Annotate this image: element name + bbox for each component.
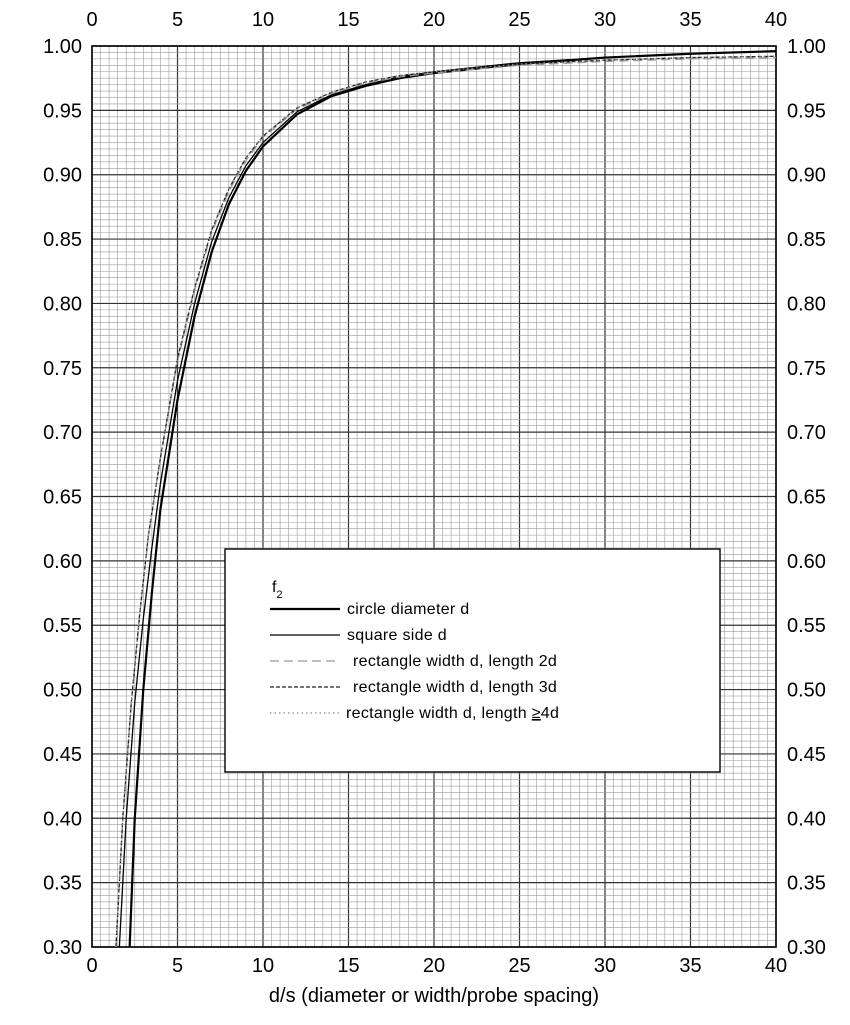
- y-tick-label-left: 0.55: [43, 615, 82, 637]
- x-tick-label-top: 15: [337, 9, 359, 31]
- legend: f2 circle diameter d square side d rectangl…: [224, 548, 721, 773]
- x-tick-label-bottom: 40: [765, 955, 787, 977]
- x-tick-label-bottom: 5: [172, 955, 183, 977]
- x-tick-label-top: 5: [172, 9, 183, 31]
- y-tick-label-right: 0.85: [787, 229, 826, 251]
- y-tick-label-right: 0.90: [787, 165, 826, 187]
- y-tick-label-right: 0.65: [787, 487, 826, 509]
- x-tick-label-top: 10: [252, 9, 274, 31]
- y-tick-label-left: 0.30: [43, 937, 82, 959]
- series-line-3: [115, 56, 776, 947]
- legend-box: [224, 548, 721, 773]
- y-tick-label-left: 0.60: [43, 551, 82, 573]
- y-tick-label-right: 0.95: [787, 100, 826, 122]
- y-tick-label-left: 0.50: [43, 680, 82, 702]
- y-tick-label-right: 0.55: [787, 615, 826, 637]
- legend-label-1: circle diameter d: [347, 601, 469, 618]
- y-tick-label-right: 0.70: [787, 422, 826, 444]
- x-tick-label-top: 25: [508, 9, 530, 31]
- y-tick-label-right: 0.30: [787, 937, 826, 959]
- x-tick-label-top: 20: [423, 9, 445, 31]
- legend-title: f2: [272, 579, 283, 601]
- y-tick-label-left: 0.45: [43, 744, 82, 766]
- y-tick-label-right: 0.35: [787, 873, 826, 895]
- x-tick-label-bottom: 15: [337, 955, 359, 977]
- x-tick-label-bottom: 10: [252, 955, 274, 977]
- grid: [91, 45, 777, 948]
- y-tick-label-left: 0.35: [43, 873, 82, 895]
- x-tick-label-bottom: 35: [679, 955, 701, 977]
- y-tick-label-right: 0.50: [787, 680, 826, 702]
- y-tick-label-left: 0.85: [43, 229, 82, 251]
- y-tick-label-left: 0.75: [43, 358, 82, 380]
- y-tick-label-left: 0.90: [43, 165, 82, 187]
- x-tick-label-bottom: 0: [86, 955, 97, 977]
- x-tick-label-bottom: 20: [423, 955, 445, 977]
- series-line-2: [118, 50, 776, 947]
- legend-label-3: rectangle width d, length 2d: [353, 653, 557, 670]
- y-tick-label-right: 1.00: [787, 36, 826, 58]
- y-tick-label-right: 0.45: [787, 744, 826, 766]
- y-tick-label-left: 0.95: [43, 100, 82, 122]
- y-tick-label-right: 0.75: [787, 358, 826, 380]
- x-tick-label-bottom: 25: [508, 955, 530, 977]
- x-tick-label-bottom: 30: [594, 955, 616, 977]
- y-tick-label-left: 0.40: [43, 808, 82, 830]
- legend-label-tail: 4d: [541, 705, 559, 722]
- x-tick-label-top: 40: [765, 9, 787, 31]
- y-tick-label-left: 1.00: [43, 36, 82, 58]
- series-line-4: [115, 55, 776, 947]
- y-tick-label-right: 0.60: [787, 551, 826, 573]
- y-tick-label-right: 0.40: [787, 808, 826, 830]
- legend-label-text: rectangle width d, length: [346, 705, 532, 722]
- series-line-1: [128, 50, 776, 947]
- plot-frame: [91, 45, 777, 948]
- x-axis-label: d/s (diameter or width/probe spacing): [269, 985, 599, 1007]
- x-tick-label-top: 30: [594, 9, 616, 31]
- series-line-5: [115, 55, 776, 947]
- y-tick-label-left: 0.80: [43, 293, 82, 315]
- legend-label-4: rectangle width d, length 3d: [353, 679, 557, 696]
- plot-border: [91, 45, 777, 948]
- x-tick-label-top: 35: [679, 9, 701, 31]
- y-tick-label-left: 0.70: [43, 422, 82, 444]
- y-tick-label-left: 0.65: [43, 487, 82, 509]
- legend-label-5: rectangle width d, length ≥4d: [346, 705, 559, 722]
- x-tick-label-top: 0: [86, 9, 97, 31]
- y-tick-label-right: 0.80: [787, 293, 826, 315]
- legend-label-underlined: ≥: [532, 705, 541, 722]
- legend-title-subscript: 2: [276, 589, 282, 601]
- series-lines: [115, 50, 776, 947]
- legend-label-2: square side d: [347, 627, 447, 644]
